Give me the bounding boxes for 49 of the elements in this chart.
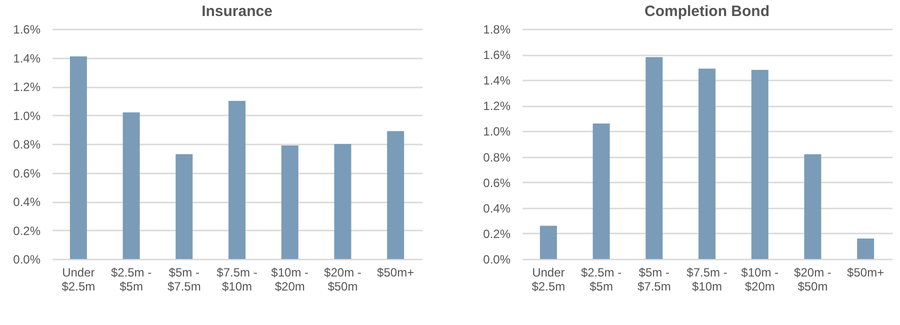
x-tick-label: $20m - $50m <box>794 266 832 294</box>
y-tick-label: 1.6% <box>13 22 41 36</box>
y-tick-label: 0.8% <box>13 138 41 152</box>
x-tick-label: $7.5m - $10m <box>216 266 258 294</box>
x-tick-label: $50m+ <box>377 266 414 280</box>
x-tick-label: $7.5m - $10m <box>686 266 728 294</box>
y-tick-label: 0.4% <box>483 201 511 216</box>
y-tick-label: 0.6% <box>13 166 41 180</box>
chart-title: Insurance <box>202 3 272 20</box>
bar <box>281 145 298 259</box>
chart-title: Completion Bond <box>644 3 770 20</box>
x-tick-label: $20m - $50m <box>324 266 362 294</box>
x-tick-label: $10m - $20m <box>741 266 779 294</box>
y-tick-label: 0.2% <box>483 226 511 241</box>
bar <box>857 238 874 259</box>
x-tick-label: $2.5m - $5m <box>110 266 152 294</box>
y-tick-label: 0.4% <box>13 195 41 209</box>
x-tick-label: $5m - $7.5m <box>637 266 671 294</box>
x-tick-label: Under $2.5m <box>62 266 96 294</box>
bar <box>804 154 822 259</box>
y-tick-label: 0.2% <box>13 224 41 238</box>
bar <box>751 70 768 259</box>
y-tick-label: 1.0% <box>13 108 41 123</box>
y-tick-label: 1.8% <box>483 22 511 36</box>
bar <box>228 100 246 259</box>
y-tick-label: 1.6% <box>483 48 511 62</box>
bar <box>70 56 87 259</box>
y-tick-label: 0.0% <box>483 252 511 266</box>
bar <box>592 124 610 259</box>
x-tick-label: Under $2.5m <box>532 266 566 294</box>
bar <box>698 68 716 259</box>
x-tick-label: $5m - $7.5m <box>167 266 201 294</box>
x-tick-label: $50m+ <box>847 266 884 280</box>
bar <box>334 144 352 259</box>
bar <box>646 57 663 259</box>
y-tick-label: 1.2% <box>13 80 41 94</box>
y-tick-label: 1.4% <box>13 51 41 66</box>
y-tick-label: 1.4% <box>483 74 511 88</box>
bar <box>122 112 140 259</box>
bar <box>387 131 404 259</box>
y-tick-label: 0.8% <box>483 150 511 164</box>
bar <box>540 226 557 259</box>
y-tick-label: 0.0% <box>13 252 41 266</box>
y-tick-label: 0.6% <box>483 176 511 190</box>
bar <box>176 154 193 259</box>
x-tick-label: $2.5m - $5m <box>580 266 622 294</box>
y-tick-label: 1.0% <box>483 124 511 139</box>
y-tick-label: 1.2% <box>483 99 511 114</box>
x-tick-label: $10m - $20m <box>271 266 309 294</box>
